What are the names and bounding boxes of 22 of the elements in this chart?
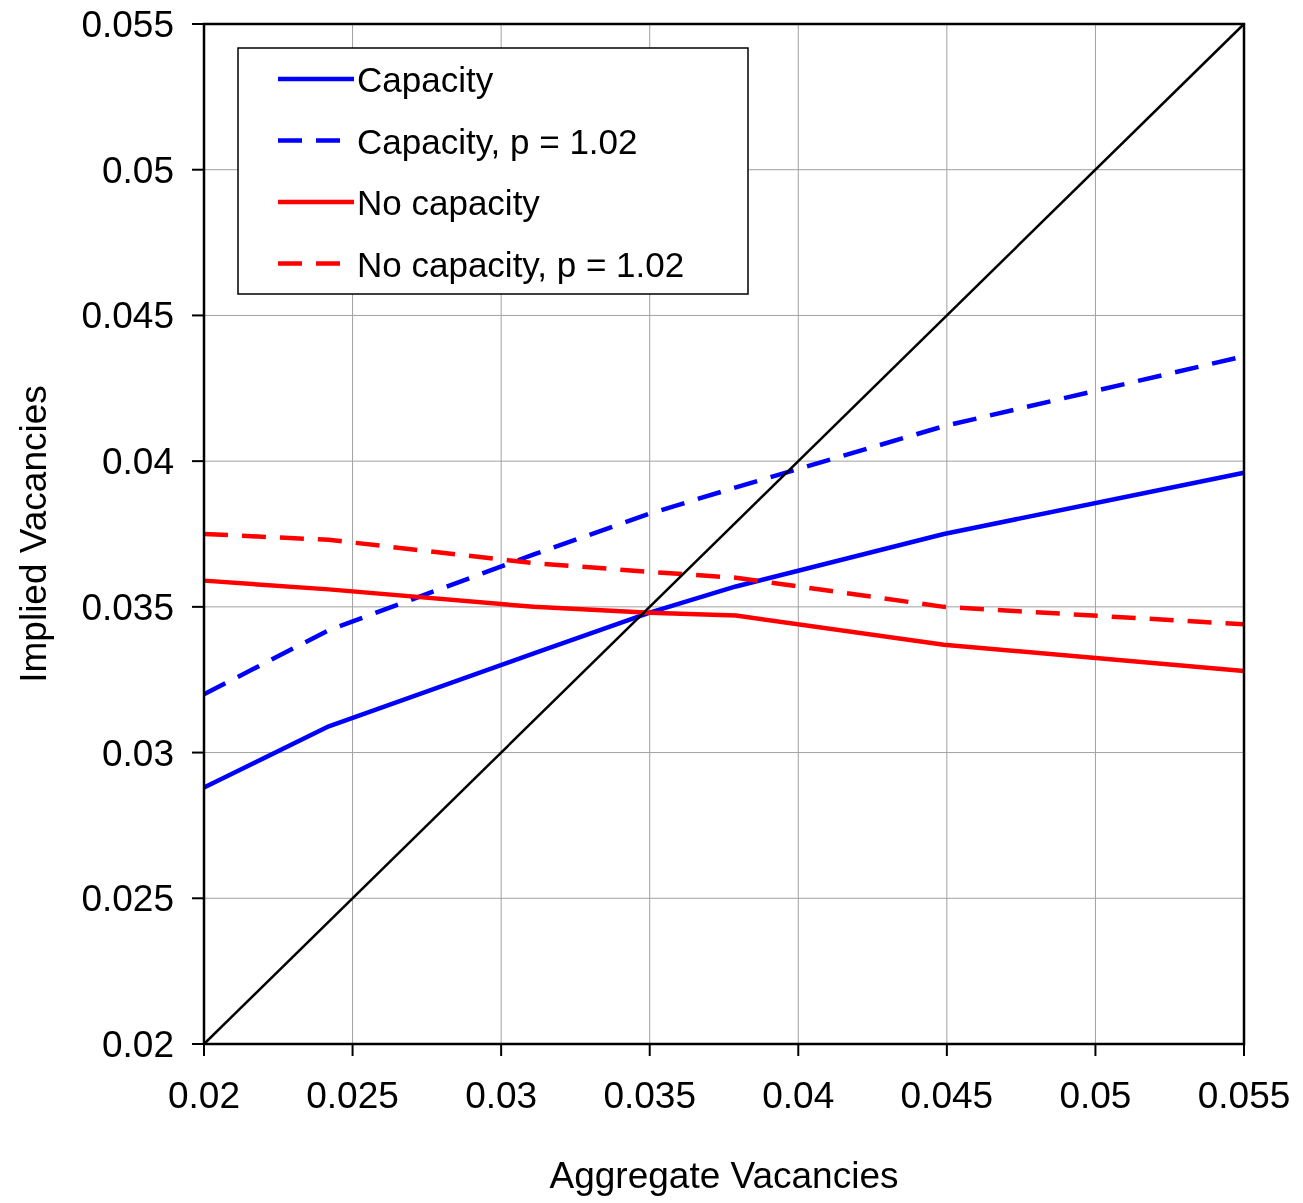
x-tick-label: 0.055 bbox=[1197, 1075, 1291, 1116]
y-tick-label: 0.045 bbox=[81, 295, 174, 337]
legend-label: No capacity bbox=[357, 183, 541, 222]
x-axis-title: Aggregate Vacancies bbox=[549, 1155, 899, 1196]
x-tick-label: 0.045 bbox=[900, 1075, 994, 1116]
legend-label: Capacity, p = 1.02 bbox=[357, 121, 638, 161]
y-tick-label: 0.03 bbox=[101, 732, 174, 774]
legend-label: Capacity bbox=[357, 60, 494, 99]
x-tick-label: 0.03 bbox=[465, 1075, 538, 1116]
legend-label: No capacity, p = 1.02 bbox=[357, 244, 685, 284]
x-tick-label: 0.035 bbox=[603, 1075, 697, 1116]
y-tick-label: 0.055 bbox=[81, 4, 174, 45]
y-tick-label: 0.04 bbox=[101, 441, 174, 483]
y-axis-title: Implied Vacancies bbox=[13, 385, 54, 683]
x-tick-label: 0.05 bbox=[1059, 1075, 1132, 1116]
y-tick-label: 0.02 bbox=[101, 1024, 174, 1065]
x-tick-label: 0.02 bbox=[167, 1075, 241, 1116]
y-tick-label: 0.05 bbox=[101, 149, 174, 191]
y-tick-label: 0.025 bbox=[81, 878, 174, 920]
x-tick-label: 0.025 bbox=[306, 1075, 399, 1116]
x-tick-label: 0.04 bbox=[762, 1075, 835, 1116]
y-tick-label: 0.035 bbox=[81, 586, 174, 628]
